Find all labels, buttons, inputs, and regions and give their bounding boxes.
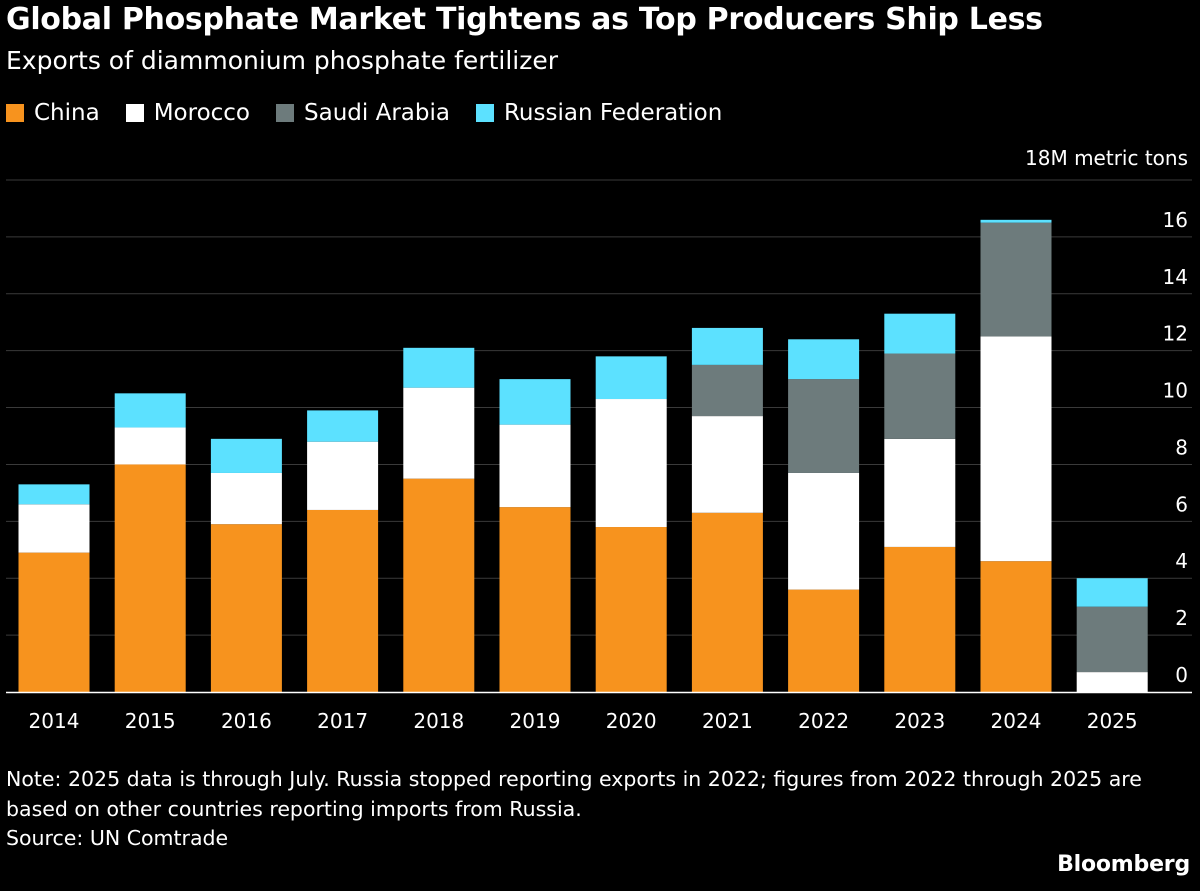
bar-2020-morocco — [595, 399, 667, 528]
bar-2024-china — [980, 561, 1052, 692]
x-tick-label-2020: 2020 — [606, 709, 657, 733]
bar-2016-russian-federation — [210, 438, 282, 473]
bar-2014-morocco — [18, 504, 90, 553]
x-tick-label-2016: 2016 — [221, 709, 272, 733]
legend-item-saudi-arabia: Saudi Arabia — [276, 100, 450, 126]
y-tick-label-4: 4 — [1175, 549, 1188, 573]
legend-label-china: China — [34, 100, 100, 126]
legend-label-russian-federation: Russian Federation — [503, 100, 723, 126]
x-tick-label-2023: 2023 — [894, 709, 945, 733]
bar-2025-russian-federation — [1076, 578, 1148, 607]
x-tick-label-2014: 2014 — [29, 709, 80, 733]
source-line: Source: UN Comtrade — [6, 826, 229, 850]
y-tick-label-0: 0 — [1175, 663, 1188, 687]
bar-2015-russian-federation — [114, 393, 186, 428]
legend-swatch-russian-federation — [475, 104, 494, 122]
bar-2017-russian-federation — [307, 410, 379, 442]
bar-2017-china — [307, 509, 379, 692]
y-axis-ticks: 0 2 4 6 8 10 12 14 16 — [1163, 208, 1188, 687]
x-tick-label-2017: 2017 — [317, 709, 368, 733]
bar-2023-saudi-arabia — [884, 353, 956, 439]
y-tick-label-16: 16 — [1163, 208, 1188, 232]
bar-2016-china — [210, 524, 282, 692]
bar-2021-russian-federation — [691, 327, 763, 365]
legend-item-russian-federation: Russian Federation — [475, 100, 723, 126]
legend-label-morocco: Morocco — [153, 100, 251, 126]
bar-2021-saudi-arabia — [691, 364, 763, 417]
bar-2018-russian-federation — [403, 347, 475, 388]
bar-2015-china — [114, 464, 186, 692]
bar-2022-morocco — [788, 472, 860, 590]
x-tick-label-2024: 2024 — [991, 709, 1042, 733]
legend-item-china: China — [6, 100, 100, 126]
x-tick-label-2018: 2018 — [413, 709, 464, 733]
bar-2022-china — [788, 589, 860, 692]
legend-label-saudi-arabia: Saudi Arabia — [304, 100, 450, 126]
x-tick-label-2015: 2015 — [125, 709, 176, 733]
legend-swatch-saudi-arabia — [276, 104, 295, 122]
bar-2019-russian-federation — [499, 379, 571, 425]
bar-2016-morocco — [210, 472, 282, 525]
bar-2014-china — [18, 552, 90, 692]
x-tick-label-2022: 2022 — [798, 709, 849, 733]
bar-2023-russian-federation — [884, 313, 956, 354]
chart-subtitle: Exports of diammonium phosphate fertiliz… — [6, 46, 559, 75]
x-axis-ticks: 2014 2015 2016 2017 2018 2019 2020 2021 2022 2023… — [29, 709, 1138, 733]
y-tick-label-2: 2 — [1175, 606, 1188, 630]
bar-2019-china — [499, 507, 571, 692]
bar-2023-morocco — [884, 438, 956, 547]
bar-2014-russian-federation — [18, 484, 90, 505]
bar-2021-morocco — [691, 416, 763, 513]
legend-swatch-china — [6, 104, 24, 122]
bar-2018-morocco — [403, 387, 475, 479]
y-axis-unit-label: 18M metric tons — [1025, 146, 1188, 170]
y-tick-label-8: 8 — [1175, 435, 1188, 459]
bar-2021-china — [691, 512, 763, 692]
bar-2020-russian-federation — [595, 356, 667, 400]
y-tick-label-14: 14 — [1163, 265, 1188, 289]
y-tick-label-10: 10 — [1163, 379, 1188, 403]
bars — [18, 219, 1148, 692]
y-tick-label-6: 6 — [1175, 492, 1188, 516]
bar-2025-saudi-arabia — [1076, 606, 1148, 673]
x-tick-label-2019: 2019 — [510, 709, 561, 733]
legend: China Morocco Saudi Arabia Russian Feder… — [6, 100, 722, 126]
bar-2025-morocco — [1076, 672, 1148, 692]
legend-swatch-morocco — [125, 104, 144, 122]
legend-item-morocco: Morocco — [125, 100, 251, 126]
bar-2022-russian-federation — [788, 339, 860, 380]
chart-title: Global Phosphate Market Tightens as Top … — [6, 2, 1043, 37]
bar-2024-morocco — [980, 336, 1052, 562]
bar-2022-saudi-arabia — [788, 379, 860, 473]
x-tick-label-2021: 2021 — [702, 709, 753, 733]
bar-2019-morocco — [499, 424, 571, 508]
bloomberg-logo: Bloomberg — [1057, 852, 1190, 877]
y-tick-label-12: 12 — [1163, 322, 1188, 346]
footnote: Note: 2025 data is through July. Russia … — [6, 767, 1142, 821]
bar-2024-saudi-arabia — [980, 222, 1052, 337]
bar-2020-china — [595, 527, 667, 692]
x-tick-label-2025: 2025 — [1087, 709, 1138, 733]
bar-2015-morocco — [114, 427, 186, 465]
bar-2024-russian-federation — [980, 219, 1052, 223]
bar-2023-china — [884, 546, 956, 692]
bar-2018-china — [403, 478, 475, 692]
bar-2017-morocco — [307, 441, 379, 510]
